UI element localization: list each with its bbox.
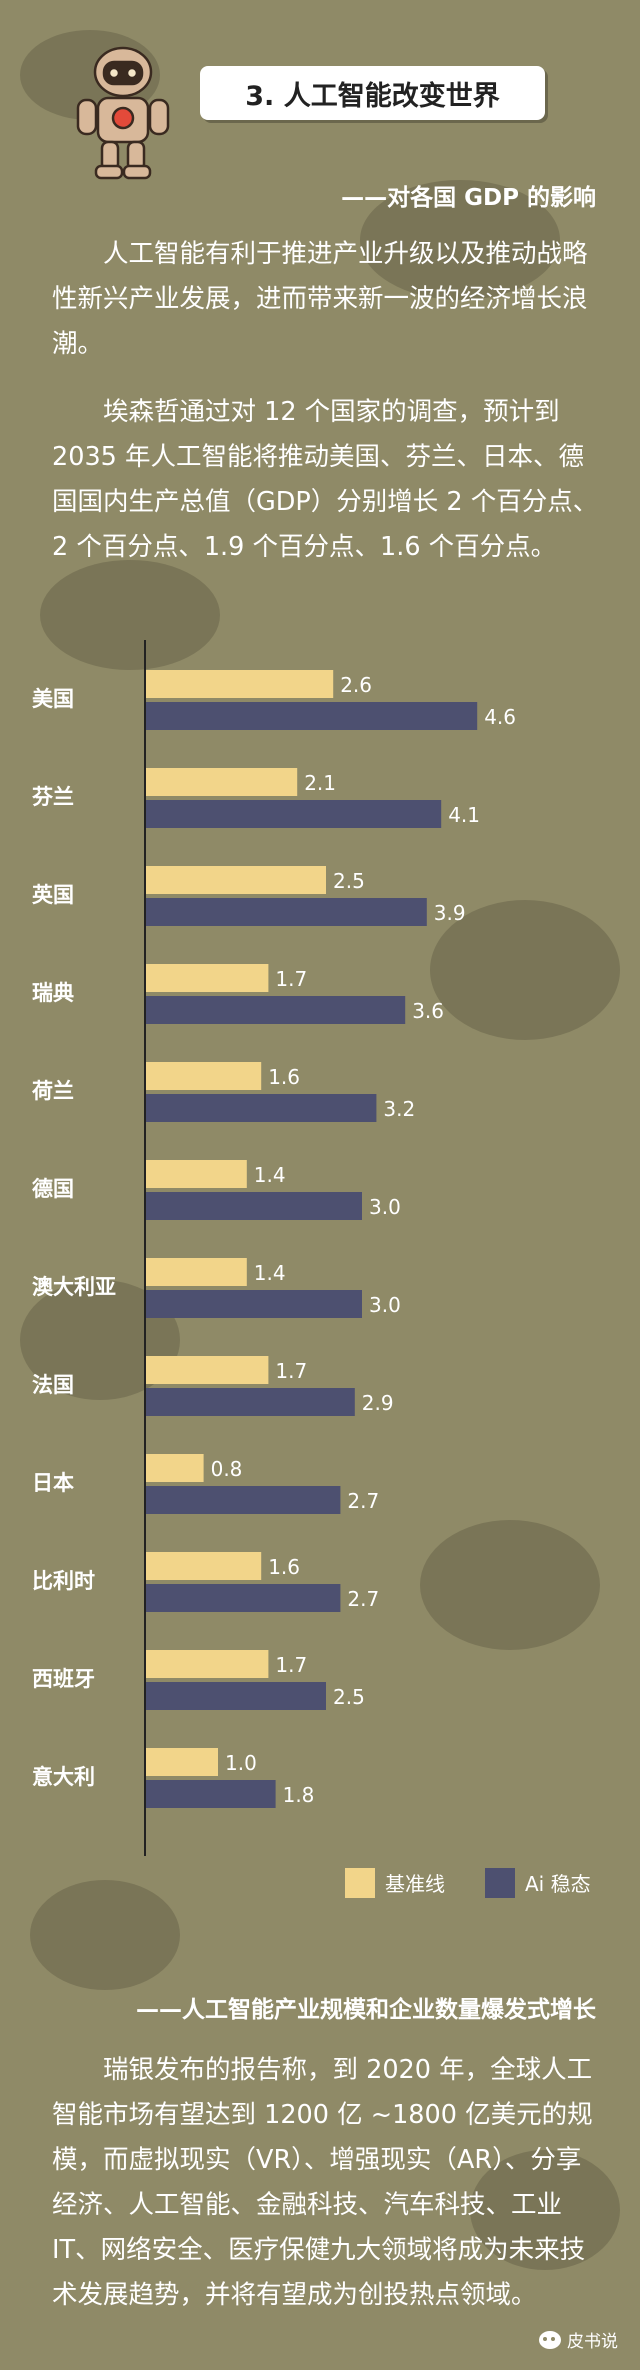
- wechat-icon: [539, 2330, 561, 2349]
- intro-paragraph-2: 埃森哲通过对 12 个国家的调查，预计到2035 年人工智能将推动美国、芬兰、日…: [52, 397, 599, 562]
- bar: [146, 1486, 341, 1514]
- data-label: 3.0: [369, 1195, 401, 1219]
- section2-subtitle: ——人工智能产业规模和企业数量爆发式增长: [136, 1997, 596, 2023]
- data-label: 3.0: [369, 1293, 401, 1317]
- data-label: 1.4: [254, 1163, 286, 1187]
- legend-label: Ai 稳态: [525, 1872, 591, 1896]
- bar: [146, 1160, 247, 1188]
- data-label: 3.2: [383, 1097, 415, 1121]
- bar: [146, 670, 334, 698]
- bar: [146, 1780, 276, 1808]
- watermark: 皮书说: [539, 2327, 618, 2352]
- intro-paragraph-1: 人工智能有利于推进产业升级以及推动战略性新兴产业发展，进而带来新一波的经济增长浪…: [52, 239, 588, 359]
- data-label: 1.6: [268, 1065, 300, 1089]
- bar: [146, 800, 442, 828]
- page-title: 3. 人工智能改变世界: [200, 66, 545, 120]
- data-label: 1.7: [275, 1359, 307, 1383]
- data-label: 3.6: [412, 999, 444, 1023]
- category-label: 美国: [32, 687, 74, 711]
- data-label: 2.7: [347, 1489, 379, 1513]
- category-label: 澳大利亚: [32, 1275, 116, 1299]
- legend-swatch: [485, 1868, 515, 1898]
- bar: [146, 702, 478, 730]
- category-label: 德国: [32, 1177, 74, 1201]
- category-label: 英国: [32, 883, 74, 907]
- data-label: 2.6: [340, 673, 372, 697]
- data-label: 3.9: [434, 901, 466, 925]
- legend-swatch: [345, 1868, 375, 1898]
- data-label: 2.7: [347, 1587, 379, 1611]
- bar: [146, 1258, 247, 1286]
- data-label: 1.6: [268, 1555, 300, 1579]
- gdp-bar-chart: 美国 2.6 4.6 芬兰 2.1 4.1 英国 2.5 3.9 瑞典 1.7 3.6 荷兰 1.6 3.2…: [32, 640, 591, 1898]
- data-label: 1.7: [275, 1653, 307, 1677]
- legend-label: 基准线: [385, 1872, 445, 1896]
- data-label: 1.7: [275, 967, 307, 991]
- category-label: 荷兰: [32, 1079, 74, 1103]
- bar: [146, 768, 298, 796]
- bar: [146, 1094, 377, 1122]
- category-label: 比利时: [32, 1569, 95, 1593]
- data-label: 4.6: [484, 705, 516, 729]
- bar: [146, 1290, 362, 1318]
- category-label: 意大利: [32, 1765, 95, 1789]
- data-label: 2.1: [304, 771, 336, 795]
- bar: [146, 866, 326, 894]
- bar: [146, 1388, 355, 1416]
- data-label: 1.0: [225, 1751, 257, 1775]
- category-label: 法国: [32, 1373, 74, 1397]
- section2-paragraph: 瑞银发布的报告称，到 2020 年，全球人工智能市场有望达到 1200 亿 ~1…: [52, 2055, 593, 2310]
- category-label: 西班牙: [32, 1667, 95, 1691]
- data-label: 0.8: [211, 1457, 243, 1481]
- bar: [146, 1454, 204, 1482]
- bar: [146, 1650, 269, 1678]
- bar: [146, 964, 269, 992]
- data-label: 2.5: [333, 1685, 365, 1709]
- bar: [146, 1552, 262, 1580]
- bar: [146, 1748, 218, 1776]
- bar: [146, 996, 406, 1024]
- bar: [146, 1062, 262, 1090]
- watermark-text: 皮书说: [567, 2332, 618, 2352]
- section-subtitle: ——对各国 GDP 的影响: [341, 185, 596, 211]
- bar: [146, 1682, 326, 1710]
- data-label: 2.5: [333, 869, 365, 893]
- category-label: 芬兰: [32, 785, 74, 809]
- bar: [146, 1192, 362, 1220]
- data-label: 2.9: [362, 1391, 394, 1415]
- data-label: 1.8: [283, 1783, 315, 1807]
- bar: [146, 1356, 269, 1384]
- data-label: 4.1: [448, 803, 480, 827]
- bar: [146, 898, 427, 926]
- robot-mascot: [76, 46, 170, 180]
- category-label: 日本: [32, 1471, 74, 1495]
- data-label: 1.4: [254, 1261, 286, 1285]
- category-label: 瑞典: [32, 981, 74, 1005]
- bar: [146, 1584, 341, 1612]
